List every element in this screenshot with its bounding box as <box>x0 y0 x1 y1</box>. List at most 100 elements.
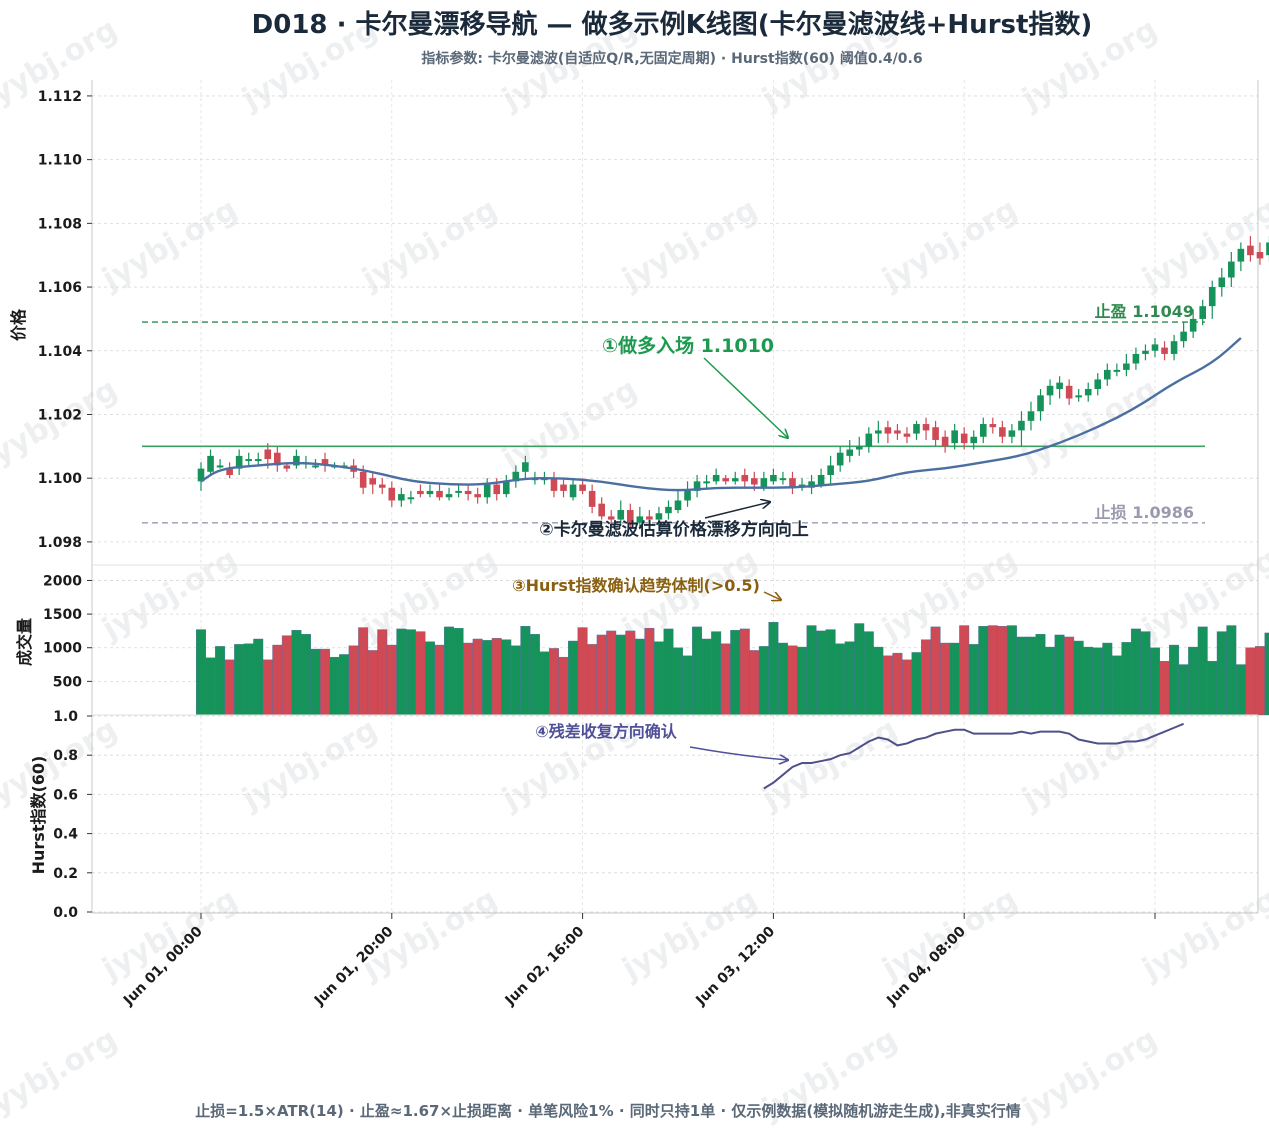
candle-body <box>1218 277 1226 288</box>
candle <box>569 478 577 501</box>
candle <box>445 487 453 501</box>
hurst-ytick-label: 1.0 <box>53 709 78 725</box>
volume-bar <box>892 652 903 716</box>
drift-annotation: ②卡尔曼滤波估算价格漂移方向向上 <box>539 519 808 540</box>
candle-body <box>827 465 834 475</box>
candle <box>894 424 901 440</box>
volume-bar <box>959 625 970 716</box>
candle-body <box>1247 245 1254 256</box>
volume-bar <box>453 628 464 716</box>
candle-body <box>1170 341 1178 354</box>
candle-body <box>1065 385 1073 399</box>
candle-body <box>550 478 558 491</box>
candle-body <box>617 510 625 520</box>
candle <box>665 500 672 520</box>
candle-body <box>1189 318 1197 332</box>
candle <box>836 446 844 472</box>
candle-body <box>770 474 777 482</box>
volume-bar <box>1026 636 1036 716</box>
candle <box>932 420 939 447</box>
volume-bar <box>1045 646 1056 716</box>
volume-bar <box>1150 647 1160 716</box>
volume-bar <box>625 630 636 716</box>
candle-body <box>1056 382 1063 389</box>
candle-body <box>674 500 682 511</box>
volume-bar <box>1140 631 1151 716</box>
candle-body <box>999 427 1006 437</box>
candle <box>913 420 920 440</box>
candle-body <box>312 465 319 468</box>
volume-ytick-label: 1000 <box>43 641 82 657</box>
volume-bar <box>529 634 540 716</box>
watermark: jyybj.org <box>96 542 244 648</box>
candle-body <box>884 427 892 434</box>
candle-body <box>1151 344 1159 351</box>
candle-body <box>398 494 405 501</box>
volume-bar <box>1121 642 1132 716</box>
volume-bar <box>797 646 807 716</box>
volume-bar <box>663 628 674 716</box>
candle-body <box>226 468 233 475</box>
candle <box>741 468 749 488</box>
candle <box>512 465 520 488</box>
volume-bar <box>882 655 893 716</box>
candle-body <box>1161 347 1168 354</box>
candle <box>1084 382 1092 402</box>
drift-arrow <box>704 502 770 519</box>
candle <box>254 452 262 466</box>
candle-body <box>951 430 958 444</box>
candle <box>1142 344 1149 361</box>
candle-body <box>1113 369 1121 372</box>
volume-bar <box>730 630 741 716</box>
candle <box>1075 388 1082 402</box>
price-ytick-label: 1.110 <box>38 153 83 169</box>
hurst-gridlines <box>92 714 1258 913</box>
candle-body <box>426 490 434 495</box>
candle-body <box>1075 395 1082 398</box>
candle-body <box>569 484 577 498</box>
candle-body <box>722 478 729 482</box>
candle-body <box>979 424 987 437</box>
price-gridlines <box>92 80 1258 913</box>
candle <box>636 506 644 530</box>
volume-bar <box>291 630 302 716</box>
candle <box>1018 411 1025 447</box>
candle-body <box>922 424 930 431</box>
candle-body <box>254 459 262 462</box>
candle <box>951 424 958 450</box>
candle <box>455 484 462 498</box>
volume-bar <box>739 628 750 716</box>
candle <box>369 471 377 495</box>
volume-bar <box>1064 636 1075 716</box>
candle <box>779 471 787 485</box>
candle-body <box>693 481 701 491</box>
volume-bar <box>634 638 645 716</box>
candle <box>875 420 882 444</box>
candle <box>1228 252 1235 288</box>
hurst-line <box>763 722 1185 790</box>
watermark: jyybj.org <box>0 1022 123 1128</box>
candle <box>770 468 777 485</box>
volume-bar <box>949 642 960 716</box>
candle-body <box>417 490 424 495</box>
candle-body <box>445 494 453 498</box>
candle-body <box>913 424 920 434</box>
volume-bar <box>1102 642 1113 716</box>
candle <box>989 417 997 434</box>
volume-bar <box>1197 626 1208 716</box>
volume-bar <box>816 630 827 716</box>
candle-body <box>932 427 939 440</box>
candle-body <box>731 478 739 482</box>
candle <box>378 478 386 495</box>
price-yticks: 1.098 1.100 1.102 1.104 1.106 1.108 1.110 1.112 <box>38 89 92 551</box>
volume-bar <box>491 638 502 716</box>
candle-body <box>378 484 386 488</box>
hurst-regime-annotation: ③Hurst指数确认趋势体制(>0.5) <box>512 576 760 595</box>
candle <box>684 481 691 507</box>
volume-bar <box>1245 647 1256 716</box>
hurst-ytick-label: 0.2 <box>53 866 78 882</box>
watermark: jyybj.org <box>876 192 1024 298</box>
candle-body <box>970 436 978 444</box>
candle <box>1008 424 1016 444</box>
